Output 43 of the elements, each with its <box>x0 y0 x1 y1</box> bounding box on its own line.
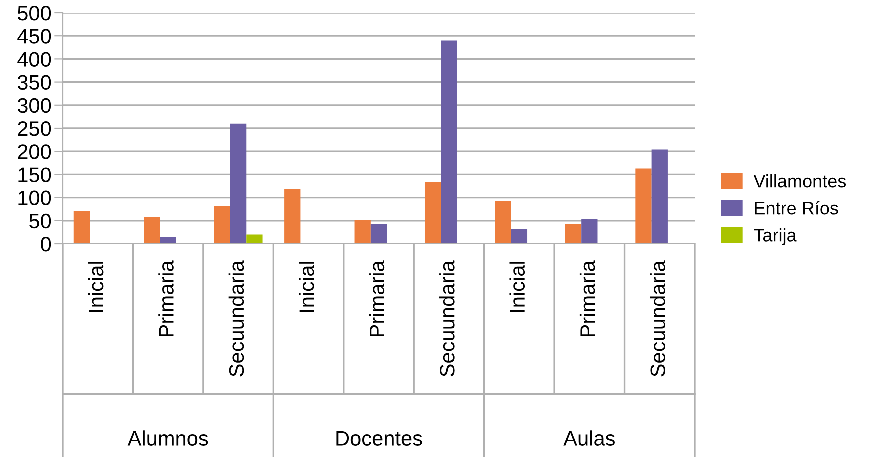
x-tick-label: Secuundaria <box>228 260 244 377</box>
legend-label: Villamontes <box>754 174 846 188</box>
bar <box>144 217 160 244</box>
x-tick-label: Primaria <box>580 260 596 337</box>
y-tick-label: 50 <box>30 214 52 229</box>
x-tick-label: Primaria <box>369 260 385 337</box>
y-tick-label: 450 <box>18 29 52 44</box>
bar <box>354 220 371 244</box>
y-tick-label: 0 <box>41 237 52 252</box>
y-tick-label: 350 <box>18 75 52 90</box>
x-tick-label: Inicial <box>299 262 314 312</box>
bar <box>582 219 598 244</box>
bar <box>284 189 301 244</box>
x-tick-label: Inicial <box>510 262 526 312</box>
bar <box>441 40 458 244</box>
x-tick-label: Secuundaria <box>650 260 666 377</box>
bar <box>424 182 442 244</box>
bar <box>246 234 263 244</box>
x-tick-label: Primaria <box>158 260 174 337</box>
x-tick-label: Inicial <box>88 262 104 312</box>
y-tick-label: 500 <box>18 6 52 21</box>
text: Alumnos <box>128 430 208 446</box>
legend-label: Tarija <box>754 228 797 246</box>
bar <box>652 150 668 244</box>
y-tick-label: 150 <box>18 168 52 182</box>
y-tick-label: 300 <box>18 98 52 114</box>
text: Aulas <box>564 430 615 446</box>
y-tick-label: 400 <box>18 52 52 67</box>
bar <box>495 201 512 244</box>
bar <box>636 168 652 244</box>
x-tick-label: Secuundaria <box>440 260 455 377</box>
y-tick-label: 100 <box>18 190 52 206</box>
legend-label: Entre Ríos <box>755 201 838 215</box>
bar <box>230 124 247 244</box>
bar <box>370 224 388 244</box>
bar <box>74 211 90 244</box>
text: Docentes <box>336 431 422 446</box>
bar <box>160 237 176 244</box>
y-tick-label: 200 <box>18 144 52 160</box>
y-tick-label: 250 <box>18 122 52 136</box>
bar <box>511 229 528 244</box>
bar <box>565 224 582 244</box>
bar <box>214 206 230 244</box>
